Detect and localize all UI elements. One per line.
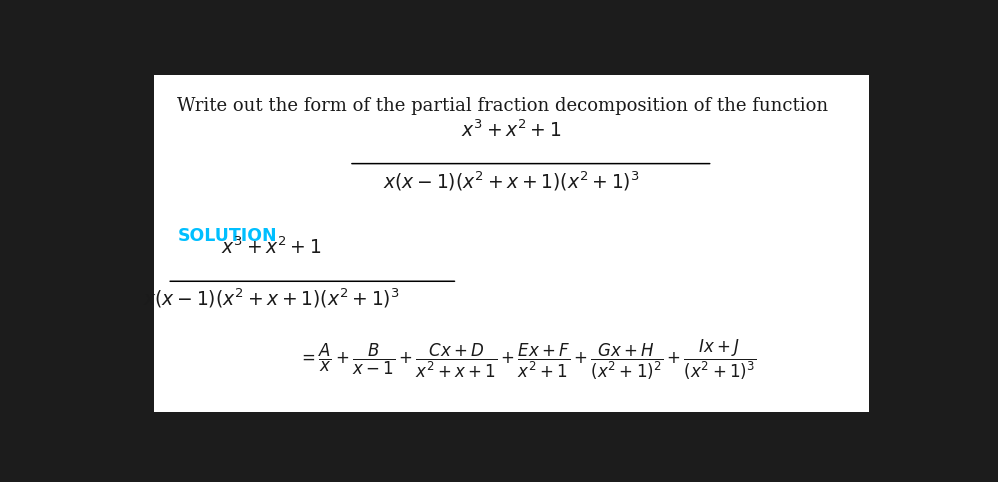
Text: $x(x - 1)(x^2 + x + 1)(x^2 + 1)^3$: $x(x - 1)(x^2 + x + 1)(x^2 + 1)^3$ xyxy=(144,286,400,309)
Text: SOLUTION: SOLUTION xyxy=(178,227,277,245)
FancyBboxPatch shape xyxy=(154,75,869,412)
Text: $x^3 + x^2 + 1$: $x^3 + x^2 + 1$ xyxy=(461,120,562,141)
Text: $= \dfrac{A}{x} + \dfrac{B}{x-1} + \dfrac{Cx+D}{x^2+x+1} + \dfrac{Ex+F}{x^2+1} +: $= \dfrac{A}{x} + \dfrac{B}{x-1} + \dfra… xyxy=(297,338,756,383)
Text: $x(x - 1)(x^2 + x + 1)(x^2 + 1)^3$: $x(x - 1)(x^2 + x + 1)(x^2 + 1)^3$ xyxy=(383,169,640,193)
Text: $x^3 + x^2 + 1$: $x^3 + x^2 + 1$ xyxy=(222,237,322,258)
Text: Write out the form of the partial fraction decomposition of the function: Write out the form of the partial fracti… xyxy=(178,97,828,115)
